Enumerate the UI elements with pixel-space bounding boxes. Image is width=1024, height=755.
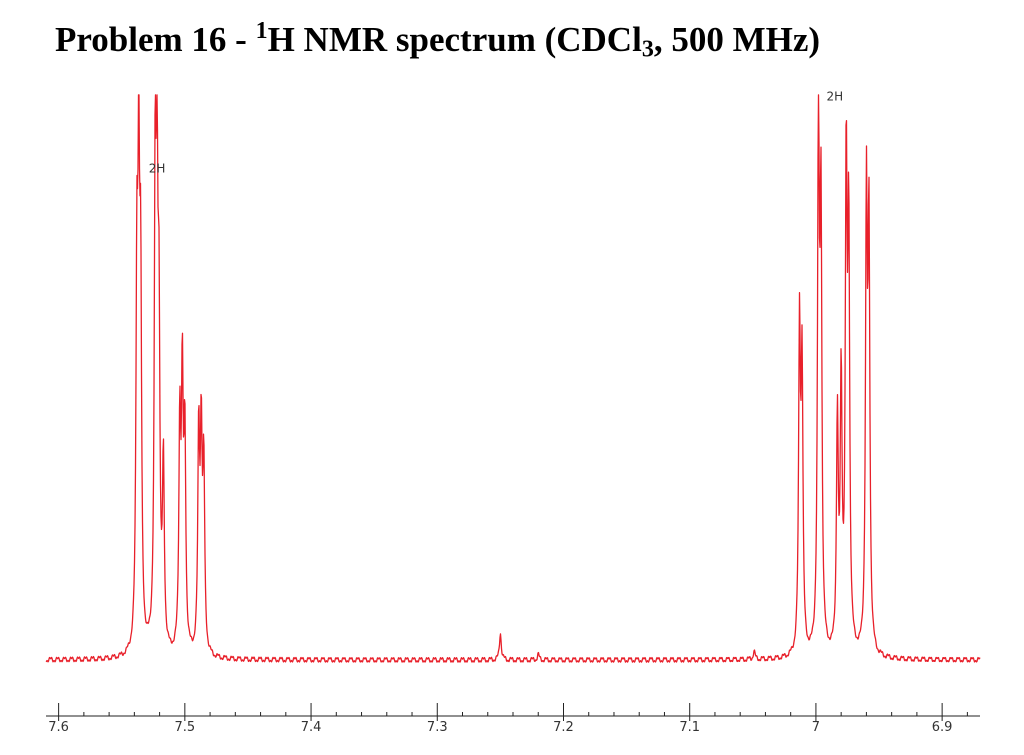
title-subscript: 3 <box>641 36 654 63</box>
integration-label-1: 2H <box>827 89 844 103</box>
title-suffix: , 500 MHz) <box>653 20 821 59</box>
x-tick-label: 7.2 <box>553 720 574 735</box>
integration-labels: 2H 2H <box>149 89 843 175</box>
title-prefix: Problem 16 - <box>55 20 256 59</box>
x-tick-label: 7.3 <box>427 720 448 735</box>
x-tick-label: 7.4 <box>301 720 322 735</box>
page-title: Problem 16 - 1H NMR spectrum (CDCl3, 500… <box>55 19 821 61</box>
spectrum-trace <box>45 94 981 663</box>
title-superscript: 1 <box>255 17 268 44</box>
x-tick-label: 7.6 <box>48 720 69 735</box>
x-tick-label: 7.1 <box>679 720 700 735</box>
trace-layer <box>45 94 981 663</box>
x-tick-label: 6.9 <box>932 720 953 735</box>
integration-label-0: 2H <box>149 161 166 175</box>
title-mid: H NMR spectrum (CDCl <box>267 20 642 59</box>
x-tick-label: 7.5 <box>174 720 195 735</box>
x-tick-label: 7 <box>812 720 820 735</box>
x-axis: 7.6 7.5 7.4 7.3 7.2 7.1 7 6.9 <box>46 703 980 735</box>
